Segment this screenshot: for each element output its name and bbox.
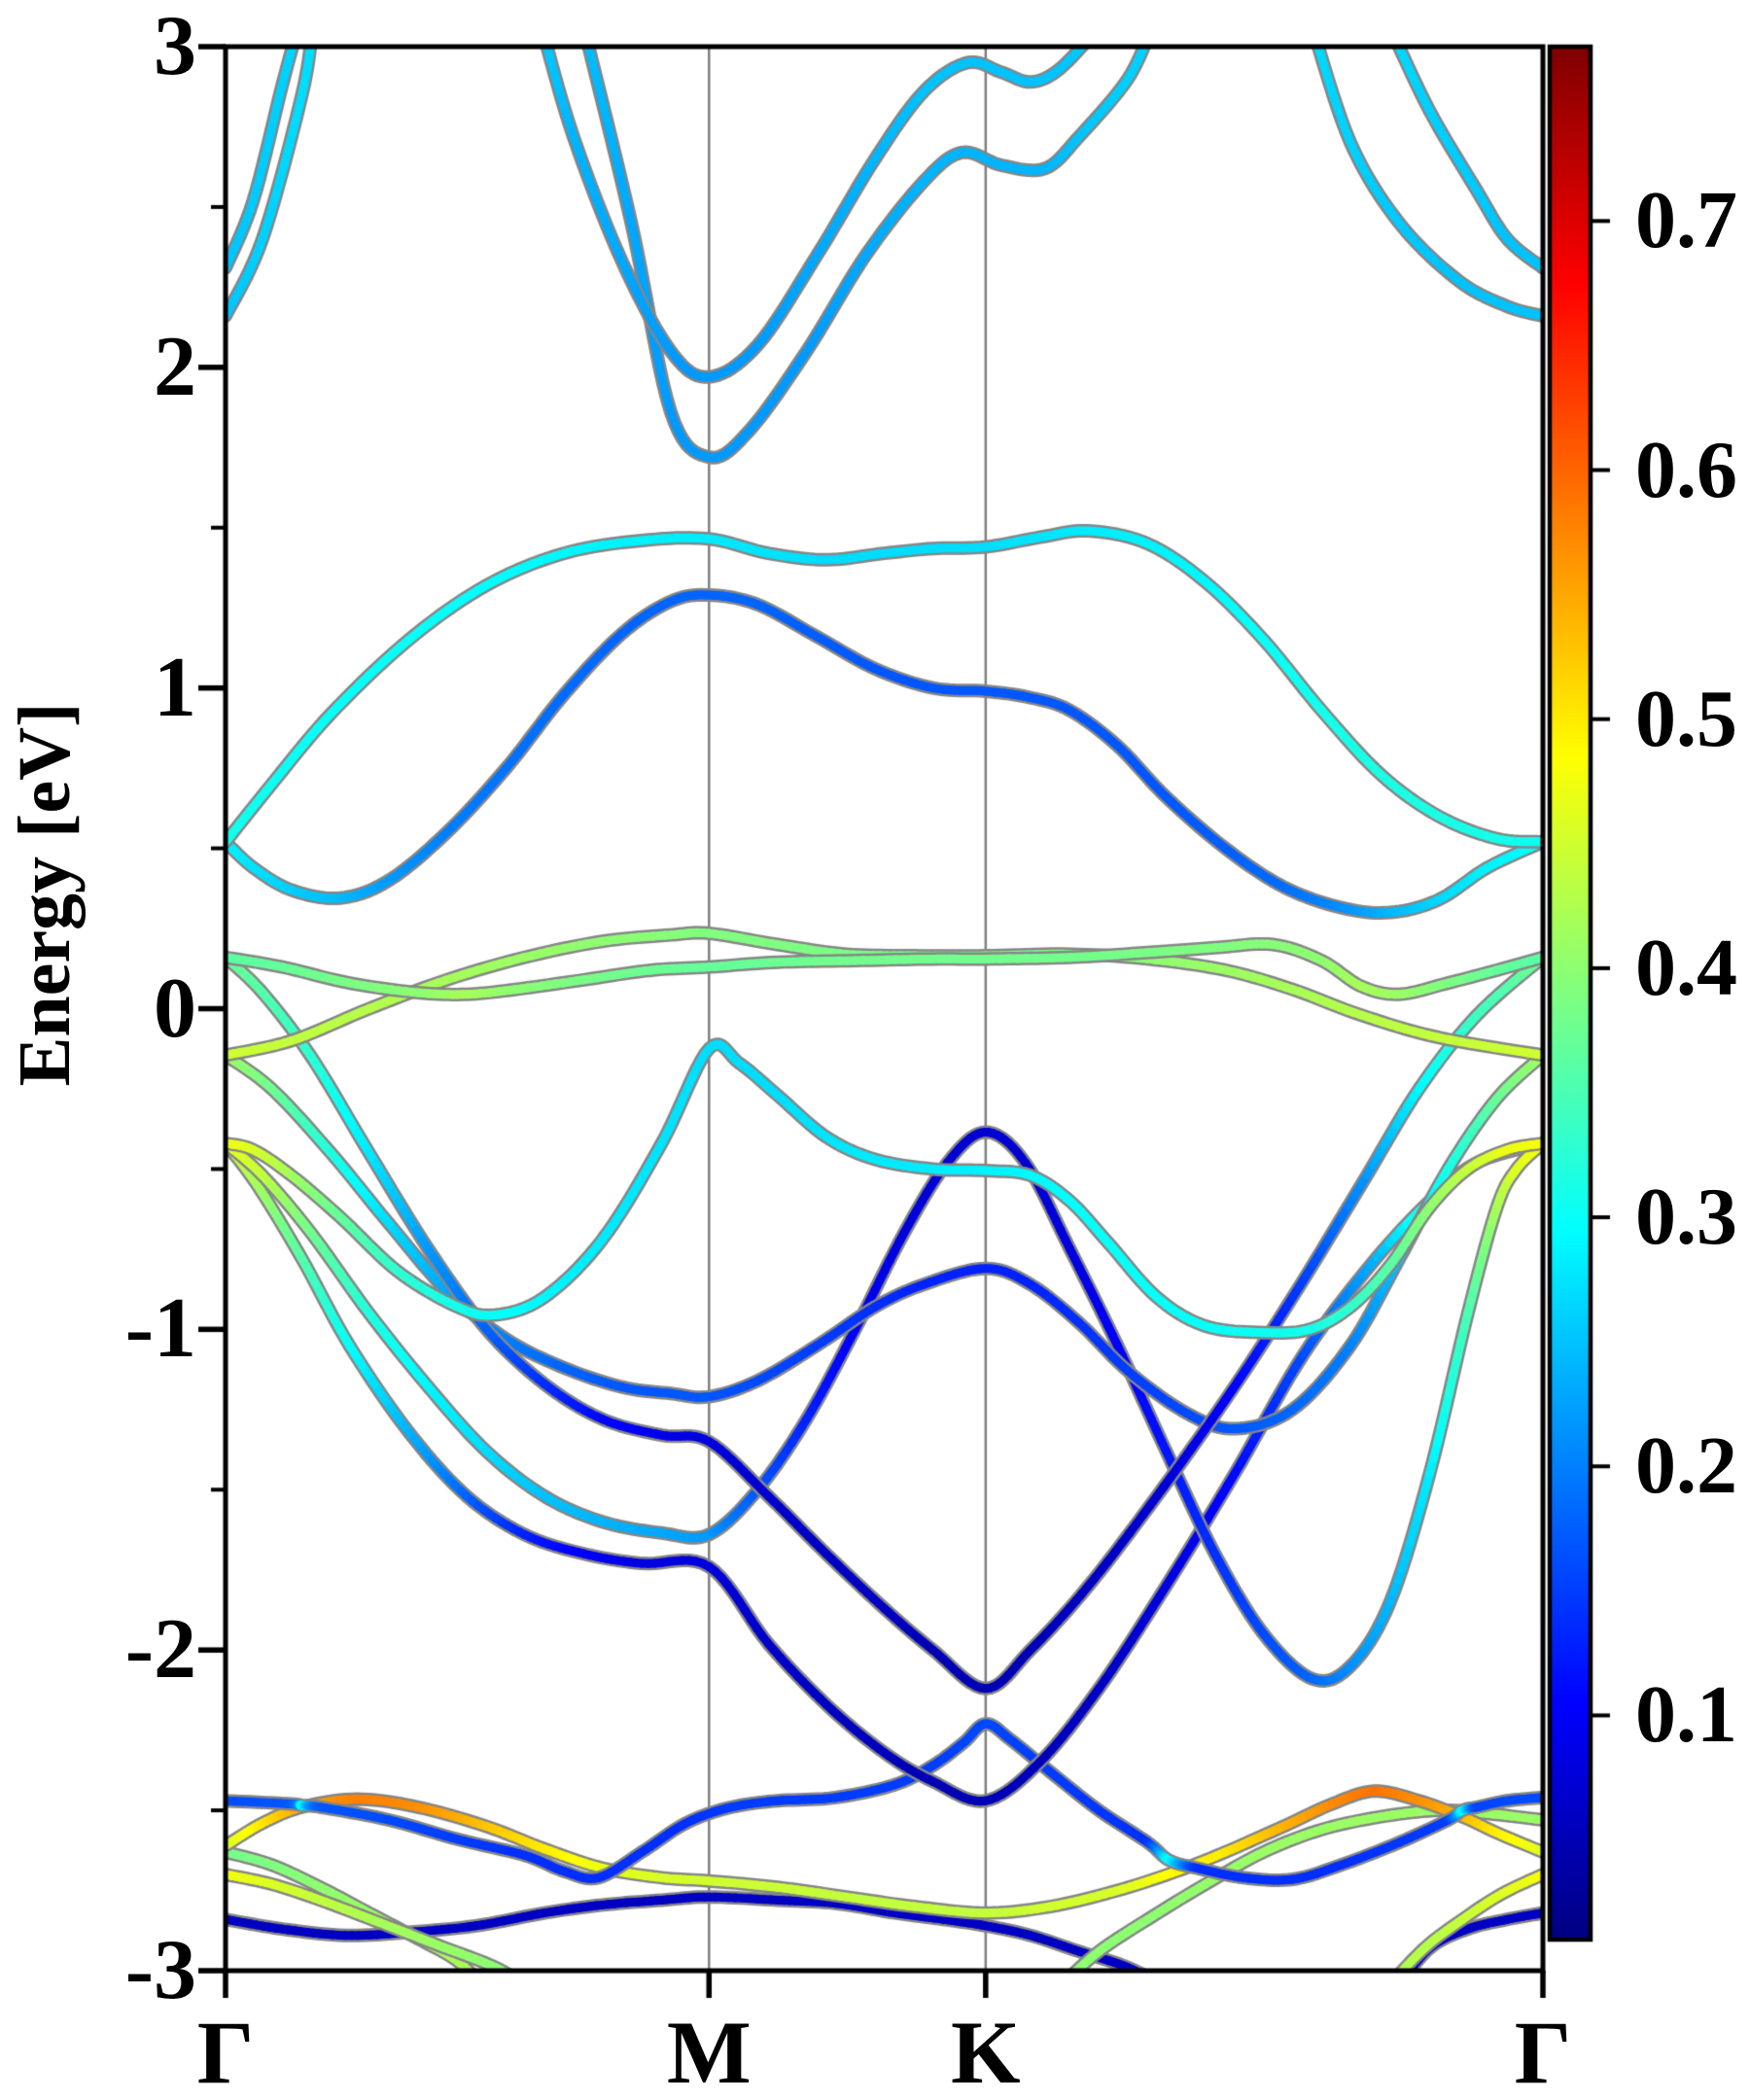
y-axis-title: Energy [eV] <box>4 702 86 1087</box>
y-tick-label: -3 <box>124 1923 196 2017</box>
x-tick-label: Γ <box>196 2003 255 2100</box>
colorbar-tick-label: 0.6 <box>1635 424 1737 515</box>
x-tick-label: Γ <box>1514 2003 1572 2100</box>
y-tick-label: 0 <box>154 961 196 1056</box>
x-tick-label: M <box>666 2003 752 2100</box>
y-tick-label: 3 <box>154 0 196 93</box>
colorbar-tick-label: 0.5 <box>1635 673 1737 764</box>
colorbar-tick-label: 0.2 <box>1635 1420 1737 1512</box>
x-tick-label: K <box>951 2003 1021 2100</box>
colorbar-tick-label: 0.4 <box>1635 922 1737 1013</box>
y-tick-label: -1 <box>124 1281 196 1377</box>
colorbar-tick-label: 0.3 <box>1635 1172 1737 1263</box>
y-tick-label: -2 <box>124 1602 196 1698</box>
y-tick-label: 2 <box>154 319 196 414</box>
colorbar-tick-label: 0.7 <box>1635 175 1737 266</box>
y-tick-label: 1 <box>154 640 196 735</box>
colorbar-tick-label: 0.1 <box>1635 1669 1737 1761</box>
